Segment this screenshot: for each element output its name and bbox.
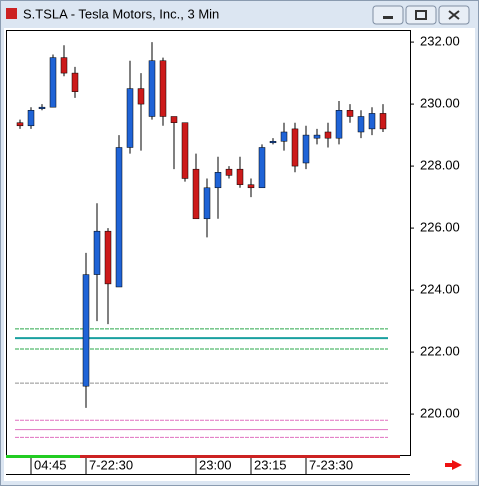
candle-body bbox=[258, 147, 266, 189]
y-tick-label: 228.00 bbox=[420, 158, 460, 173]
candle-body bbox=[104, 230, 112, 285]
candle-body bbox=[82, 274, 90, 387]
candle-body bbox=[280, 131, 288, 142]
candle-body bbox=[335, 110, 343, 139]
candle-body bbox=[357, 116, 365, 133]
x-tick-label: 04:45 bbox=[34, 457, 67, 472]
maximize-button[interactable] bbox=[405, 5, 437, 25]
candle-body bbox=[291, 128, 299, 167]
candle-body bbox=[324, 131, 332, 139]
candle-body bbox=[225, 168, 233, 176]
candle-body bbox=[115, 147, 123, 288]
candle-body bbox=[379, 113, 387, 130]
candle-body bbox=[313, 134, 321, 139]
candle-body bbox=[60, 57, 68, 74]
candle-body bbox=[49, 57, 57, 108]
candle-body bbox=[302, 134, 310, 164]
candle-body bbox=[170, 116, 178, 123]
y-tick-label: 220.00 bbox=[420, 406, 460, 421]
candle-body bbox=[181, 122, 189, 179]
candle-body bbox=[269, 141, 277, 144]
candle-body bbox=[148, 60, 156, 117]
candle-body bbox=[16, 122, 24, 127]
x-tick-label: 7-22:30 bbox=[89, 457, 133, 472]
candle-body bbox=[27, 110, 35, 127]
candle-body bbox=[71, 72, 79, 92]
candle-body bbox=[126, 88, 134, 148]
y-tick-label: 222.00 bbox=[420, 344, 460, 359]
candle-body bbox=[192, 168, 200, 220]
candle-body bbox=[203, 187, 211, 220]
app-icon bbox=[6, 8, 17, 19]
candle-body bbox=[137, 88, 145, 105]
x-tick-label: 23:15 bbox=[254, 457, 287, 472]
x-tick-label: 23:00 bbox=[199, 457, 232, 472]
scroll-right-arrow[interactable] bbox=[445, 460, 462, 470]
candle-body bbox=[368, 113, 376, 130]
candle-body bbox=[247, 184, 255, 189]
plot-frame bbox=[6, 30, 411, 456]
y-tick-label: 232.00 bbox=[420, 34, 460, 49]
session-bar-regular bbox=[80, 455, 400, 458]
candle-body bbox=[38, 106, 46, 109]
candle-body bbox=[93, 230, 101, 275]
session-bar-pre bbox=[6, 455, 80, 458]
y-tick-label: 224.00 bbox=[420, 282, 460, 297]
x-tick-label: 7-23:30 bbox=[309, 457, 353, 472]
window-title: S.TSLA - Tesla Motors, Inc., 3 Min bbox=[23, 6, 219, 21]
minimize-button[interactable] bbox=[372, 5, 404, 25]
candle-body bbox=[214, 172, 222, 189]
candle-body bbox=[346, 110, 354, 117]
y-tick-label: 230.00 bbox=[420, 96, 460, 111]
candle-body bbox=[159, 60, 167, 117]
candle-body bbox=[236, 168, 244, 185]
y-tick-label: 226.00 bbox=[420, 220, 460, 235]
close-button[interactable] bbox=[438, 5, 470, 25]
